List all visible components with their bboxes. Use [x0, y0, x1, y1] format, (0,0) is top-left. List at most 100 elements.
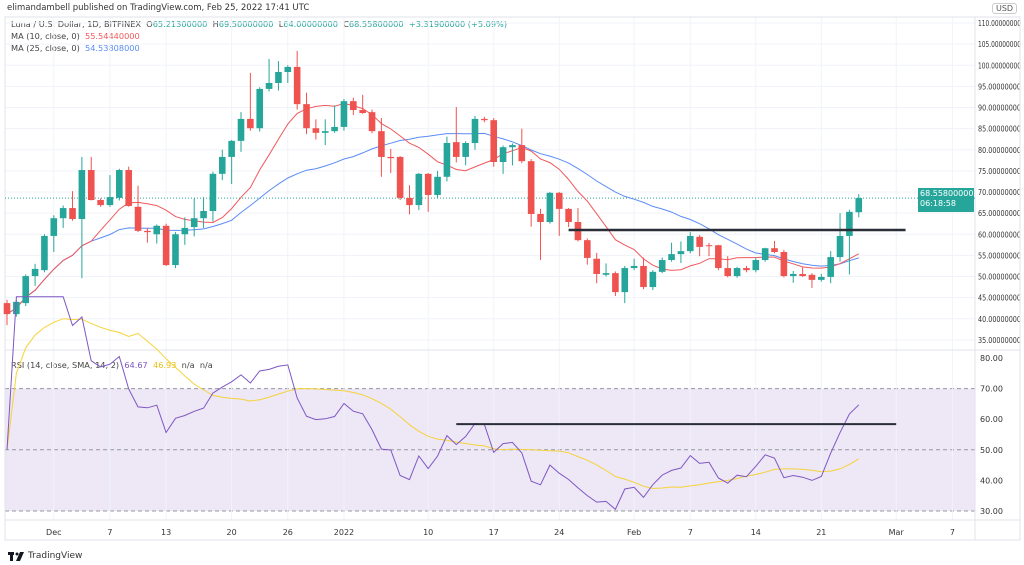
- candle-up: [509, 145, 516, 148]
- time-axis-label: 2022: [334, 528, 354, 537]
- candle-down: [481, 118, 488, 121]
- open-label: O: [146, 19, 153, 29]
- bar-countdown: 06:18:58: [920, 199, 956, 208]
- candle-up: [855, 198, 863, 213]
- price-axis-label: 45.00000000: [978, 294, 1021, 303]
- candle-down: [490, 120, 498, 163]
- candle-up: [434, 176, 441, 195]
- rsi-axis-label: 50.00: [980, 446, 1003, 455]
- candle-down: [715, 245, 722, 269]
- candle-up: [172, 234, 179, 266]
- time-axis-label: 14: [751, 528, 761, 537]
- candle-up: [59, 208, 67, 219]
- price-axis-label: 60.00000000: [978, 230, 1021, 239]
- rsi-axis-label: 80.00: [980, 354, 1003, 363]
- candle-down: [724, 268, 732, 277]
- candle-down: [396, 156, 404, 198]
- ma10-value: 55.54440000: [85, 31, 140, 41]
- candle-down: [134, 206, 142, 231]
- close-value: 68.55800000: [348, 19, 404, 29]
- candle-up: [153, 225, 161, 235]
- candle-up: [265, 82, 273, 89]
- candle-up: [630, 265, 638, 269]
- candle-up: [602, 273, 610, 275]
- price-axis-label: 105.00000000: [978, 40, 1021, 49]
- time-axis-label: 26: [283, 528, 293, 537]
- ma25-legend: MA (25, close, 0) 54.53808000: [11, 43, 140, 53]
- candle-up: [218, 156, 226, 174]
- time-axis-label: Feb: [627, 528, 641, 537]
- candle-up: [677, 251, 685, 255]
- candle-down: [378, 131, 385, 157]
- price-axis-label: 95.00000000: [978, 82, 1021, 91]
- candle-up: [256, 88, 264, 129]
- candle-up: [106, 197, 114, 206]
- candle-up: [733, 268, 741, 277]
- candle-up: [443, 142, 451, 177]
- candle-up: [546, 192, 554, 222]
- candle-up: [284, 66, 292, 73]
- candle-up: [50, 218, 58, 236]
- rsi-value: 64.67: [124, 360, 148, 370]
- price-axis-label: 100.00000000: [978, 61, 1021, 70]
- candle-up: [228, 140, 235, 157]
- rsi-line: [6, 296, 860, 511]
- ma10-label: MA (10, close, 0): [11, 31, 80, 41]
- time-axis-label: Mar: [889, 528, 905, 537]
- candle-down: [808, 274, 816, 280]
- rsi-legend: RSI (14, close, SMA, 14, 2) 64.67 46.93 …: [11, 360, 213, 370]
- candle-down: [303, 104, 310, 129]
- ma10-legend: MA (10, close, 0) 55.54440000: [11, 31, 140, 41]
- candle-up: [190, 218, 198, 228]
- price-axis-label: 50.00000000: [978, 273, 1021, 282]
- candle-up: [237, 118, 245, 141]
- candle-up: [761, 248, 769, 261]
- price-axis-label: 85.00000000: [978, 125, 1021, 134]
- candle-down: [705, 245, 713, 247]
- high-value: 69.50000000: [218, 19, 274, 29]
- time-axis-label: Dec: [46, 528, 61, 537]
- candle-down: [780, 251, 788, 277]
- price-axis-label: 55.00000000: [978, 251, 1021, 260]
- rsi-na-2: n/a: [199, 360, 213, 370]
- price-axis-label: 40.00000000: [978, 315, 1021, 324]
- candle-up: [827, 257, 834, 277]
- time-axis-label: 17: [489, 528, 499, 537]
- candle-up: [31, 268, 39, 277]
- candle-down: [527, 161, 535, 214]
- candle-up: [41, 235, 48, 271]
- candle-down: [406, 197, 413, 206]
- last-price-label: 68.55800000 06:18:58: [918, 188, 974, 212]
- rsi-axis-label: 60.00: [980, 415, 1003, 424]
- rsi-label: RSI (14, close, SMA, 14, 2): [11, 360, 120, 370]
- tradingview-logo[interactable]: TradingView: [8, 551, 82, 561]
- ma25-label: MA (25, close, 0): [11, 43, 80, 53]
- candle-down: [368, 112, 376, 132]
- candle-down: [144, 230, 151, 233]
- rsi-axis-label: 30.00: [980, 507, 1003, 516]
- candle-up: [200, 211, 207, 219]
- candle-up: [499, 147, 507, 163]
- time-axis-label: 20: [227, 528, 237, 537]
- candle-down: [696, 236, 703, 247]
- candle-up: [668, 254, 675, 261]
- candle-up: [818, 276, 825, 280]
- candle-up: [78, 170, 86, 220]
- change-value: +3.31900000 (+5.09%): [408, 19, 508, 29]
- candle-up: [22, 276, 30, 304]
- ma25-value: 54.53808000: [85, 43, 140, 53]
- candle-up: [13, 301, 20, 315]
- low-value: 64.00000000: [283, 19, 338, 29]
- candle-up: [649, 271, 657, 288]
- candle-up: [789, 273, 797, 277]
- rsi-ma-line: [6, 318, 860, 490]
- candle-down: [518, 145, 526, 162]
- price-axis-label: 110.00000000: [978, 19, 1021, 28]
- candle-up: [331, 126, 338, 132]
- time-axis-label: 7: [950, 528, 955, 537]
- price-axis-label: 70.00000000: [978, 188, 1021, 197]
- currency-badge[interactable]: USD: [992, 3, 1018, 14]
- low-label: L: [278, 19, 284, 29]
